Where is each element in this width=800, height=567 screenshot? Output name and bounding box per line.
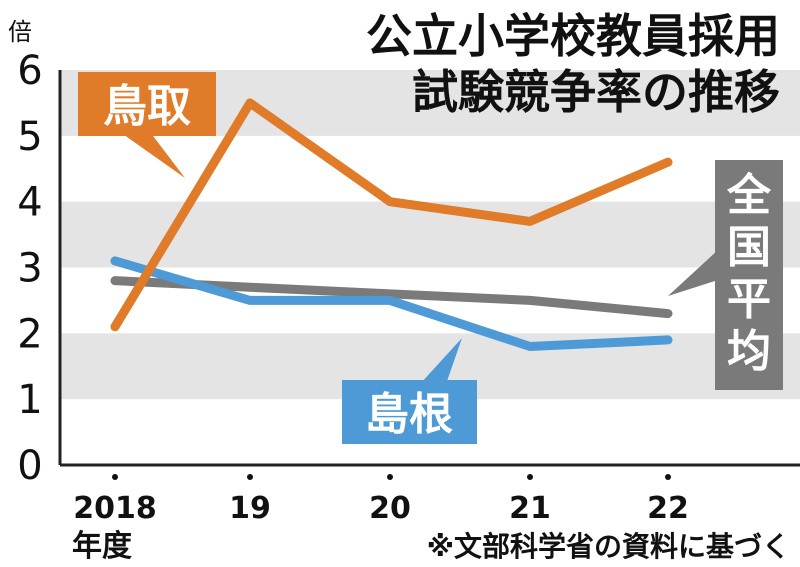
x-tick-dot-1: [247, 474, 253, 480]
x-tick-label-19: 19: [229, 491, 271, 526]
callout-pointer-national: [668, 250, 718, 296]
source-note: ※文部科学省の資料に基づく: [427, 530, 790, 563]
y-tick-label-2: 2: [17, 311, 42, 357]
y-tick-label-1: 1: [17, 377, 42, 423]
y-tick-label-4: 4: [17, 180, 42, 226]
x-tick-dot-4: [665, 474, 671, 480]
y-tick-label-5: 5: [17, 114, 42, 160]
x-tick-dot-2: [387, 474, 393, 480]
x-tick-dot-0: [112, 474, 118, 480]
callout-label-shimane: 島根: [365, 389, 453, 440]
x-axis-ticks: 2018 19 20 21 22: [73, 474, 689, 526]
callout-label-national-char-1: 国: [727, 222, 771, 273]
callout-box-shimane: [342, 380, 477, 444]
callout-label-national-char-0: 全: [726, 170, 772, 221]
x-tick-label-2018: 2018: [73, 491, 157, 526]
y-tick-label-6: 6: [17, 48, 42, 94]
callout-box-national: [715, 160, 783, 390]
x-tick-label-21: 21: [509, 491, 551, 526]
title-line-2: 試験競争率の推移: [412, 65, 780, 119]
callout-pointer-tottori: [120, 132, 185, 178]
x-tick-label-20: 20: [369, 491, 411, 526]
x-tick-label-22: 22: [647, 491, 689, 526]
series-lines: [110, 98, 673, 351]
x-tick-dot-3: [527, 474, 533, 480]
series-line-2: [110, 256, 673, 351]
chart-title: 公立小学校教員採用 試験競争率の推移: [366, 9, 780, 119]
callout-pointer-shimane: [420, 338, 462, 384]
y-tick-label-0: 0: [17, 443, 42, 489]
x-axis-subtitle: 年度: [72, 529, 132, 564]
y-tick-label-3: 3: [17, 246, 42, 292]
callout-label-tottori: 鳥取: [103, 81, 191, 132]
callout-label-national-char-2: 平: [727, 274, 771, 325]
y-axis-unit: 倍: [8, 18, 32, 46]
callout-label-national-char-3: 均: [727, 326, 771, 377]
y-axis-ticks: 0 1 2 3 4 5 6: [17, 48, 42, 489]
title-line-1: 公立小学校教員採用: [366, 9, 780, 63]
series-line-0: [110, 98, 673, 332]
callout-box-tottori: [78, 72, 216, 136]
